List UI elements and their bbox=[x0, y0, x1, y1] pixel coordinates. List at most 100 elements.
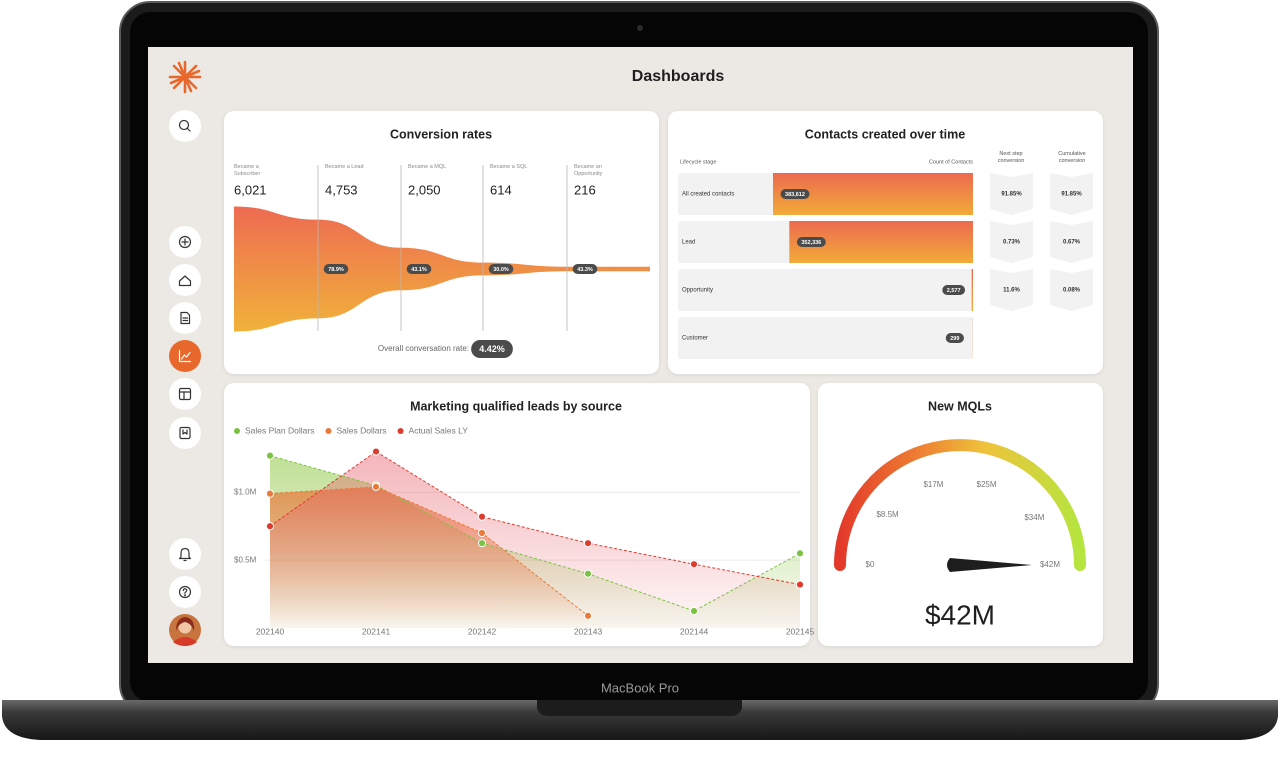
point bbox=[477, 528, 487, 538]
camera bbox=[637, 25, 643, 31]
stage-label-box: Became a MQL bbox=[408, 164, 447, 170]
stage-label-box: Became a Lead bbox=[325, 164, 364, 170]
point bbox=[583, 569, 593, 578]
point bbox=[477, 539, 487, 548]
pill bbox=[323, 264, 349, 274]
conversion-card bbox=[1050, 173, 1093, 215]
gauge-tick-label: $25M bbox=[977, 480, 997, 489]
conversion-value: 91.85% bbox=[1001, 192, 1022, 198]
conversion-value: 0.67% bbox=[1063, 240, 1081, 246]
panel-title: New MQLs bbox=[928, 399, 992, 413]
point bbox=[265, 489, 275, 498]
gauge-tick-label: $34M bbox=[1024, 513, 1044, 522]
conversion-card bbox=[990, 173, 1033, 215]
pill-label: 2,577 bbox=[947, 288, 961, 294]
legend-marker bbox=[234, 428, 240, 434]
funnel bbox=[234, 206, 650, 332]
pill bbox=[488, 264, 514, 274]
x-tick-label: 202142 bbox=[468, 626, 497, 636]
stage-value: 6,021 bbox=[234, 182, 267, 197]
avatar[interactable] bbox=[169, 614, 201, 646]
legend-label: Actual Sales LY bbox=[409, 425, 469, 435]
row-track bbox=[678, 269, 973, 311]
base-notch bbox=[537, 700, 742, 716]
gauge-arc bbox=[834, 439, 1086, 571]
point bbox=[265, 522, 275, 531]
y-tick-label: $1.0M bbox=[234, 487, 257, 496]
panel-title: Conversion rates bbox=[390, 127, 492, 141]
pill bbox=[406, 264, 432, 274]
pill-label: 43.3% bbox=[577, 267, 593, 273]
stage-label-box: Became a SQL bbox=[490, 164, 527, 170]
pill bbox=[780, 189, 810, 199]
pill bbox=[572, 264, 598, 274]
conversion-value: 0.08% bbox=[1063, 288, 1081, 294]
row-label: Opportunity bbox=[682, 288, 713, 294]
x-tick-label: 202141 bbox=[362, 626, 391, 636]
stage-label-box: Became a Subscriber bbox=[234, 164, 261, 177]
stage-label: Became an Opportunity bbox=[574, 164, 603, 177]
avatar-face bbox=[178, 620, 192, 634]
row-label: Customer bbox=[682, 336, 708, 342]
pill-label: 43.1% bbox=[411, 267, 427, 273]
point bbox=[265, 451, 275, 460]
x-tick-label: 202144 bbox=[680, 626, 709, 636]
stage-label-box: Became an Opportunity bbox=[574, 164, 603, 177]
stage-label: Became a Lead bbox=[325, 164, 364, 170]
gauge-tick-label: $17M bbox=[923, 480, 943, 489]
point bbox=[795, 580, 805, 589]
x-tick-label: 202145 bbox=[786, 626, 815, 636]
point bbox=[371, 447, 381, 456]
pill-label: 383,612 bbox=[785, 192, 805, 198]
gauge-tick-label: $42M bbox=[1040, 560, 1060, 569]
search-button[interactable] bbox=[169, 110, 201, 142]
device-label: MacBook Pro bbox=[601, 680, 679, 695]
conversion-card bbox=[990, 221, 1033, 263]
conversion-card bbox=[1050, 269, 1093, 311]
x-tick-label: 202140 bbox=[256, 626, 285, 636]
gauge-tick-label: $0 bbox=[866, 560, 875, 569]
laptop-base bbox=[2, 700, 1278, 740]
pill-label: 78.9% bbox=[328, 267, 344, 273]
row-label: All created contacts bbox=[682, 192, 734, 198]
panel-title: Marketing qualified leads by source bbox=[410, 399, 622, 413]
pill bbox=[471, 340, 513, 358]
pill-label: 30.0% bbox=[493, 267, 509, 273]
conversion-value: 91.85% bbox=[1061, 192, 1082, 198]
stage-value: 4,753 bbox=[325, 182, 358, 197]
pill bbox=[942, 285, 966, 295]
logo bbox=[168, 60, 202, 94]
point bbox=[689, 560, 699, 569]
panel-title: Contacts created over time bbox=[805, 127, 966, 141]
stage-label: Became a MQL bbox=[408, 164, 447, 170]
notifications-button[interactable] bbox=[169, 538, 201, 570]
stage-value: 216 bbox=[574, 182, 596, 197]
point bbox=[371, 482, 381, 491]
legend-label: Sales Plan Dollars bbox=[245, 425, 314, 435]
point bbox=[583, 539, 593, 548]
legend-label: Sales Dollars bbox=[336, 425, 386, 435]
x-tick-label: 202143 bbox=[574, 626, 603, 636]
row-label: Lead bbox=[682, 240, 695, 246]
avatar-hair bbox=[176, 617, 195, 631]
home-button[interactable] bbox=[169, 264, 201, 296]
stage-label: Became a Subscriber bbox=[234, 164, 261, 177]
overall-label: Overall conversation rate: bbox=[378, 344, 469, 353]
gauge-tick-label: $8.5M bbox=[876, 510, 899, 519]
gauge-needle bbox=[947, 558, 1032, 572]
column-header-box: Next step conversion bbox=[998, 151, 1025, 164]
point bbox=[795, 549, 805, 558]
column-header: Count of Contacts bbox=[929, 159, 973, 165]
layout-button[interactable] bbox=[169, 378, 201, 410]
stage-value: 614 bbox=[490, 182, 512, 197]
stage-value: 2,050 bbox=[408, 182, 441, 197]
panel bbox=[818, 383, 1103, 646]
column-header: Cumulative conversion bbox=[1058, 151, 1086, 164]
pill-label: 299 bbox=[950, 336, 959, 342]
legend-marker bbox=[397, 428, 404, 434]
conversion-card bbox=[990, 269, 1033, 311]
column-header-box: Cumulative conversion bbox=[1058, 151, 1086, 164]
point bbox=[689, 606, 699, 616]
conversion-value: 11.6% bbox=[1003, 288, 1020, 294]
